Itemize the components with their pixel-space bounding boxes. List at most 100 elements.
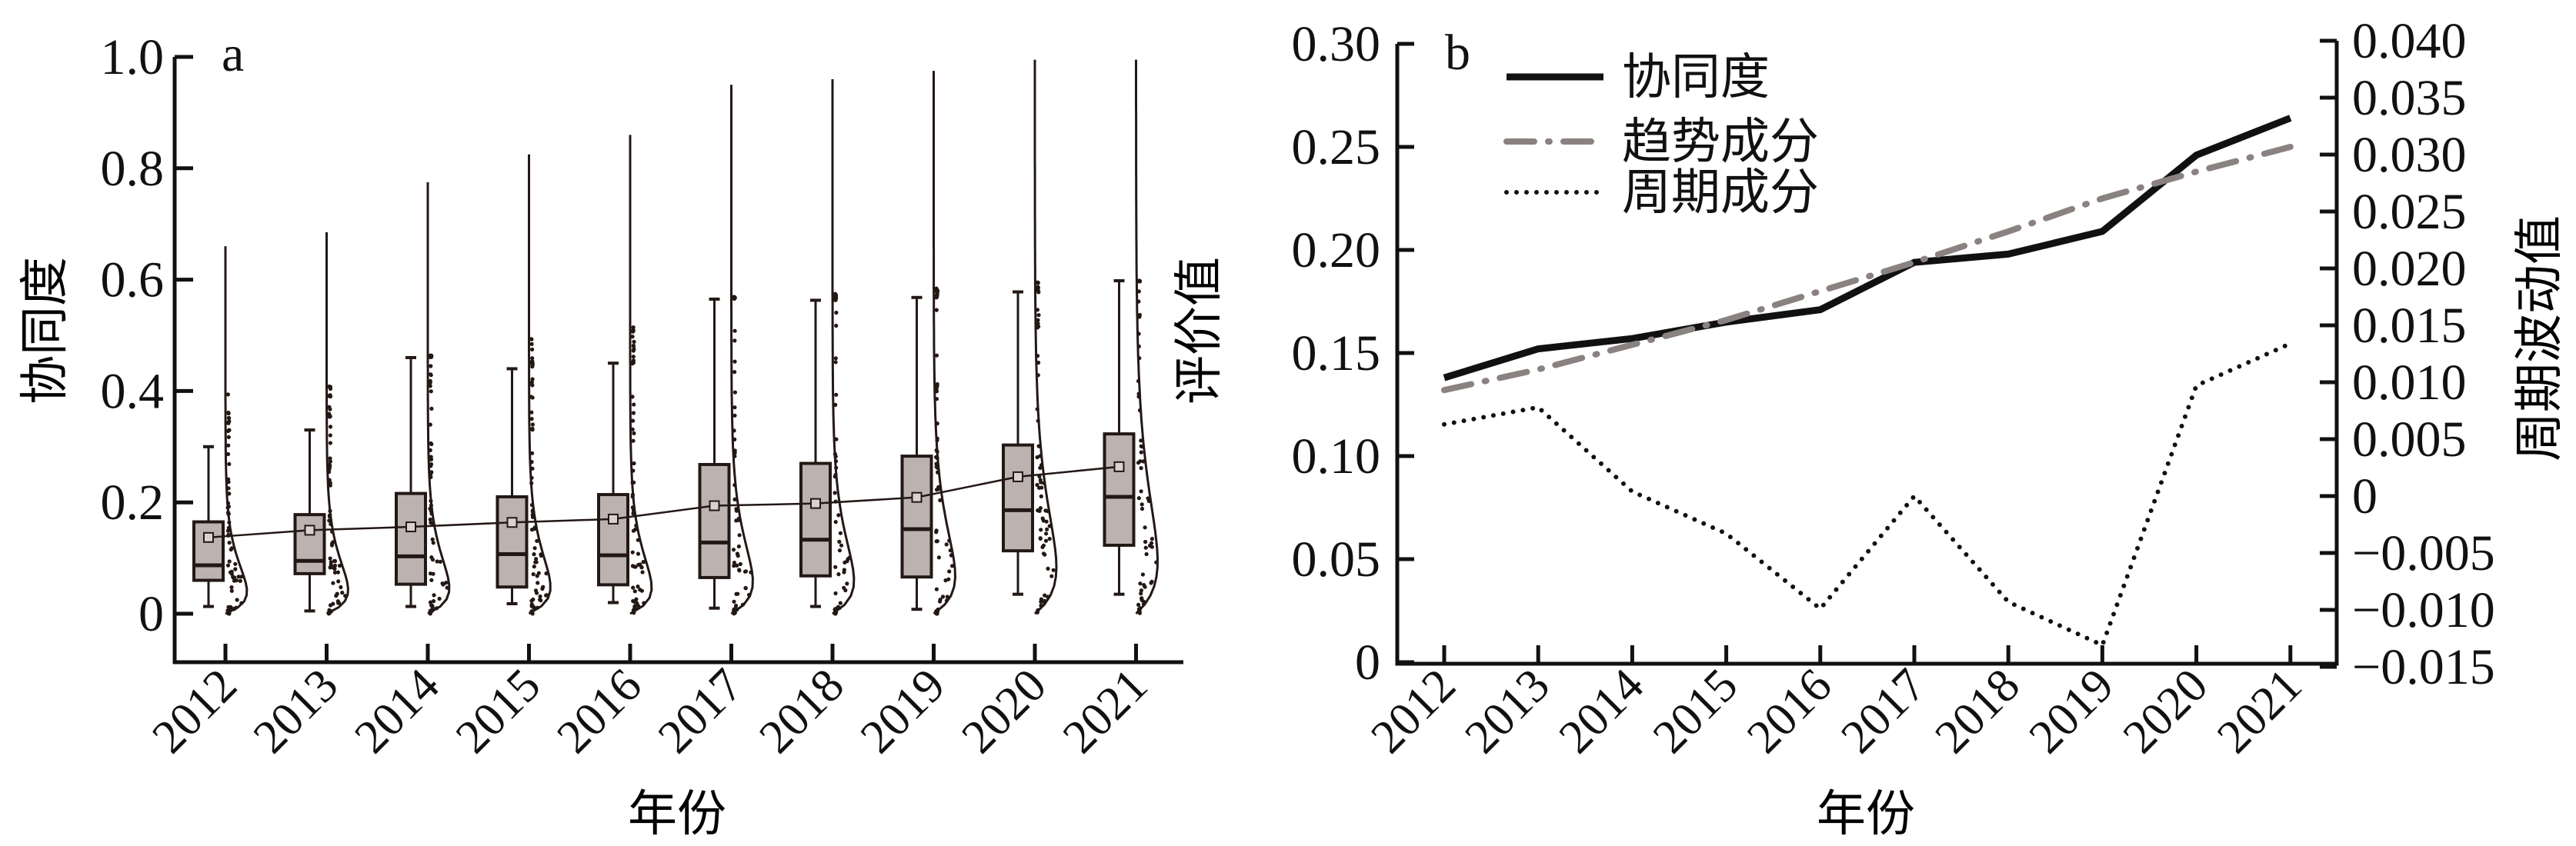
scatter-point [429, 503, 434, 508]
y-tick-label: 0.25 [1292, 119, 1381, 175]
x-tick-label: 2020 [952, 659, 1056, 764]
scatter-point [428, 380, 432, 385]
scatter-point [834, 437, 839, 441]
scatter-point [536, 581, 540, 585]
scatter-point [529, 410, 534, 415]
scatter-point [337, 563, 342, 568]
scatter-point [428, 608, 432, 613]
scatter-point [743, 569, 749, 574]
scatter-point [1045, 527, 1049, 531]
scatter-point [947, 569, 952, 574]
scatter-point [732, 328, 737, 333]
scatter-point [1136, 602, 1141, 608]
scatter-point [328, 513, 332, 518]
scatter-point [638, 562, 642, 567]
scatter-point [328, 565, 332, 570]
scatter-point [732, 370, 737, 375]
scatter-point [1143, 525, 1147, 530]
scatter-point [732, 561, 737, 565]
scatter-point [1036, 321, 1040, 326]
scatter-point [225, 501, 231, 505]
scatter-point [327, 518, 332, 523]
scatter-point [1037, 508, 1042, 514]
scatter-point [1042, 600, 1046, 605]
scatter-point [1136, 331, 1141, 336]
scatter-point [732, 359, 737, 364]
scatter-point [229, 588, 234, 593]
scatter-point [429, 364, 433, 368]
x-tick-label: 2019 [2020, 659, 2124, 764]
scatter-point [1035, 407, 1039, 411]
scatter-point [534, 560, 539, 565]
iqr-box [1002, 443, 1034, 553]
scatter-point [1038, 536, 1043, 541]
x-tick-label: 2016 [1737, 659, 1842, 764]
scatter-point [529, 609, 534, 614]
y-tick-label: 0.15 [1292, 325, 1381, 381]
scatter-point [429, 455, 433, 459]
scatter-point [631, 411, 636, 415]
scatter-point [328, 407, 332, 411]
scatter-point [1147, 543, 1153, 548]
scatter-point [1039, 480, 1043, 485]
x-tick-label: 2014 [345, 659, 449, 764]
scatter-point [834, 392, 839, 397]
scatter-point [226, 410, 231, 415]
scatter-point [339, 585, 343, 590]
scatter-point [1143, 545, 1148, 550]
scatter-point [630, 335, 635, 339]
scatter-point [936, 555, 941, 560]
y-tick-label: 0.8 [101, 141, 165, 197]
x-tick-label: 2016 [547, 659, 652, 764]
scatter-point [226, 505, 231, 509]
density-curve [224, 246, 249, 615]
scatter-point [332, 563, 338, 568]
scatter-point [732, 564, 736, 568]
scatter-point [1149, 581, 1153, 585]
scatter-point [934, 528, 939, 533]
y-tick-label: 0.10 [1292, 428, 1381, 485]
panel-a-label: a [222, 26, 244, 82]
scatter-point [842, 585, 846, 590]
scatter-point [737, 533, 742, 538]
panel-a-boxplot: a 年份 协同度 00.20.40.60.81.0201220132014201… [18, 26, 1183, 841]
scatter-point [428, 600, 433, 605]
scatter-point [531, 597, 536, 602]
y-tick-label: 0 [138, 586, 164, 642]
scatter-point [225, 563, 231, 568]
scatter-point [530, 515, 536, 520]
scatter-point [1035, 610, 1039, 615]
scatter-point [632, 402, 636, 407]
scatter-point [428, 571, 433, 576]
scatter-point [632, 611, 636, 615]
scatter-point [332, 558, 337, 564]
x-tick-label: 2018 [1925, 659, 2030, 764]
scatter-point [1136, 496, 1141, 501]
scatter-point [1143, 585, 1147, 589]
scatter-point [233, 561, 238, 566]
scatter-point [225, 392, 230, 397]
scatter-point [329, 543, 335, 548]
scatter-point [227, 461, 232, 467]
scatter-point [229, 571, 234, 576]
scatter-point [531, 572, 536, 577]
scatter-point [1040, 516, 1045, 521]
scatter-point [1138, 581, 1143, 586]
scatter-point [1140, 572, 1145, 577]
scatter-point [631, 348, 636, 353]
scatter-point [328, 394, 333, 399]
x-tick-label: 2015 [446, 659, 551, 764]
y2-tick-label: 0.025 [2352, 184, 2467, 240]
scatter-point [1047, 524, 1052, 528]
scatter-point [944, 542, 949, 547]
scatter-point [834, 310, 839, 315]
scatter-point [732, 390, 738, 395]
scatter-point [1039, 494, 1043, 499]
scatter-point [530, 356, 535, 361]
y-tick-label: 1.0 [101, 29, 165, 85]
scatter-point [631, 418, 636, 423]
scatter-point [327, 478, 332, 482]
scatter-point [529, 460, 534, 465]
scatter-point [227, 528, 232, 532]
scatter-point [940, 595, 946, 599]
